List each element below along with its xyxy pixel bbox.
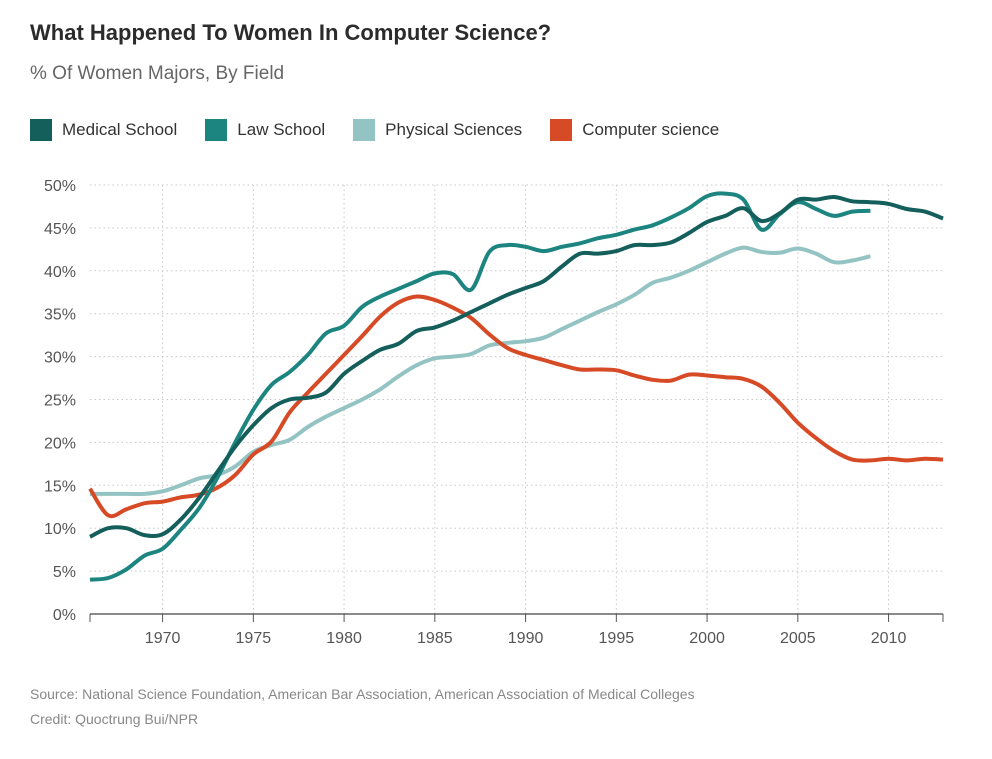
y-tick-label: 35% [44, 307, 76, 324]
x-tick-label: 1975 [236, 630, 272, 647]
series-line-physical-sciences [90, 245, 871, 497]
x-tick-label: 1990 [508, 630, 544, 647]
legend-item-medical-school: Medical School [30, 119, 177, 141]
legend-swatch [550, 119, 573, 141]
series-line-law-school [89, 191, 871, 582]
y-tick-label: 30% [44, 350, 76, 367]
x-tick-label: 2005 [780, 630, 816, 647]
x-tick-label: 2010 [871, 630, 907, 647]
x-tick-label: 2000 [689, 630, 725, 647]
credit-note: Credit: Quoctrung Bui/NPR [30, 711, 199, 727]
legend-label: Medical School [62, 120, 178, 139]
legend: Medical School Law School Physical Science… [30, 119, 747, 141]
chart-title: What Happened To Women In Computer Scien… [30, 20, 552, 45]
x-tick-label: 1970 [145, 630, 181, 647]
y-tick-label: 25% [44, 393, 76, 410]
line-chart: 0% 5% 10% 15% 20% 25% 30% 35% 40% 45% 50% 1970 1975 1… [44, 178, 944, 647]
y-tick-label: 20% [44, 435, 76, 452]
series-lines [88, 191, 944, 582]
series-line-medical-school [89, 194, 944, 539]
x-tick-label: 1985 [417, 630, 453, 647]
legend-swatch [30, 119, 52, 141]
x-tick-label: 1980 [326, 630, 362, 647]
legend-label: Physical Sciences [385, 120, 523, 139]
legend-item-computer-science: Computer science [550, 119, 719, 141]
y-tick-label: 40% [44, 264, 76, 281]
y-tick-label: 10% [44, 521, 76, 538]
x-tick-label: 1995 [599, 630, 635, 647]
y-tick-label: 50% [44, 178, 76, 195]
y-tick-label: 5% [53, 564, 76, 581]
grid-lines [90, 184, 943, 614]
axes: 0% 5% 10% 15% 20% 25% 30% 35% 40% 45% 50% 1970 1975 1… [44, 178, 944, 647]
source-note: Source: National Science Foundation, Ame… [30, 686, 695, 702]
y-tick-label: 45% [44, 221, 76, 238]
legend-swatch [205, 119, 228, 141]
series-line-computer-science [88, 294, 944, 519]
legend-item-law-school: Law School [205, 119, 325, 141]
chart-subtitle: % Of Women Majors, By Field [30, 63, 285, 84]
legend-label: Law School [237, 120, 326, 139]
y-tick-label: 15% [44, 478, 76, 495]
legend-label: Computer science [582, 120, 720, 139]
legend-item-physical-sciences: Physical Sciences [353, 119, 522, 141]
legend-swatch [353, 119, 376, 141]
y-tick-label: 0% [53, 607, 76, 624]
